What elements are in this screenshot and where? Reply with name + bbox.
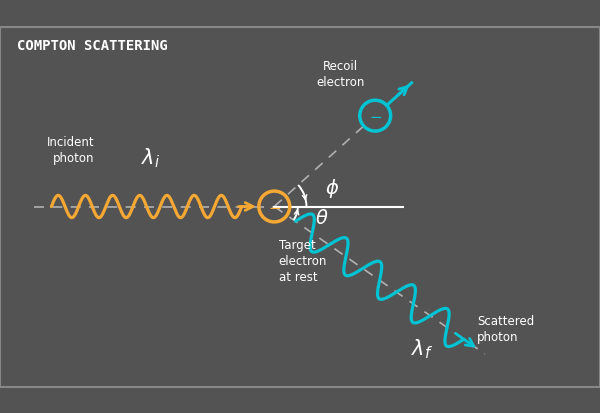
Text: Recoil
electron: Recoil electron (317, 60, 365, 89)
Text: COMPTON SCATTERING: COMPTON SCATTERING (17, 39, 168, 53)
Text: Incident
photon: Incident photon (47, 136, 94, 165)
Text: $\phi$: $\phi$ (325, 177, 339, 200)
Text: Scattered
photon: Scattered photon (477, 315, 534, 344)
Text: $\lambda_i$: $\lambda_i$ (142, 147, 161, 171)
Text: Target
electron
at rest: Target electron at rest (278, 239, 327, 284)
Text: $\lambda_f$: $\lambda_f$ (410, 337, 433, 361)
Text: $\theta$: $\theta$ (316, 209, 329, 228)
Text: $-$: $-$ (268, 199, 281, 214)
Text: $-$: $-$ (368, 108, 382, 123)
